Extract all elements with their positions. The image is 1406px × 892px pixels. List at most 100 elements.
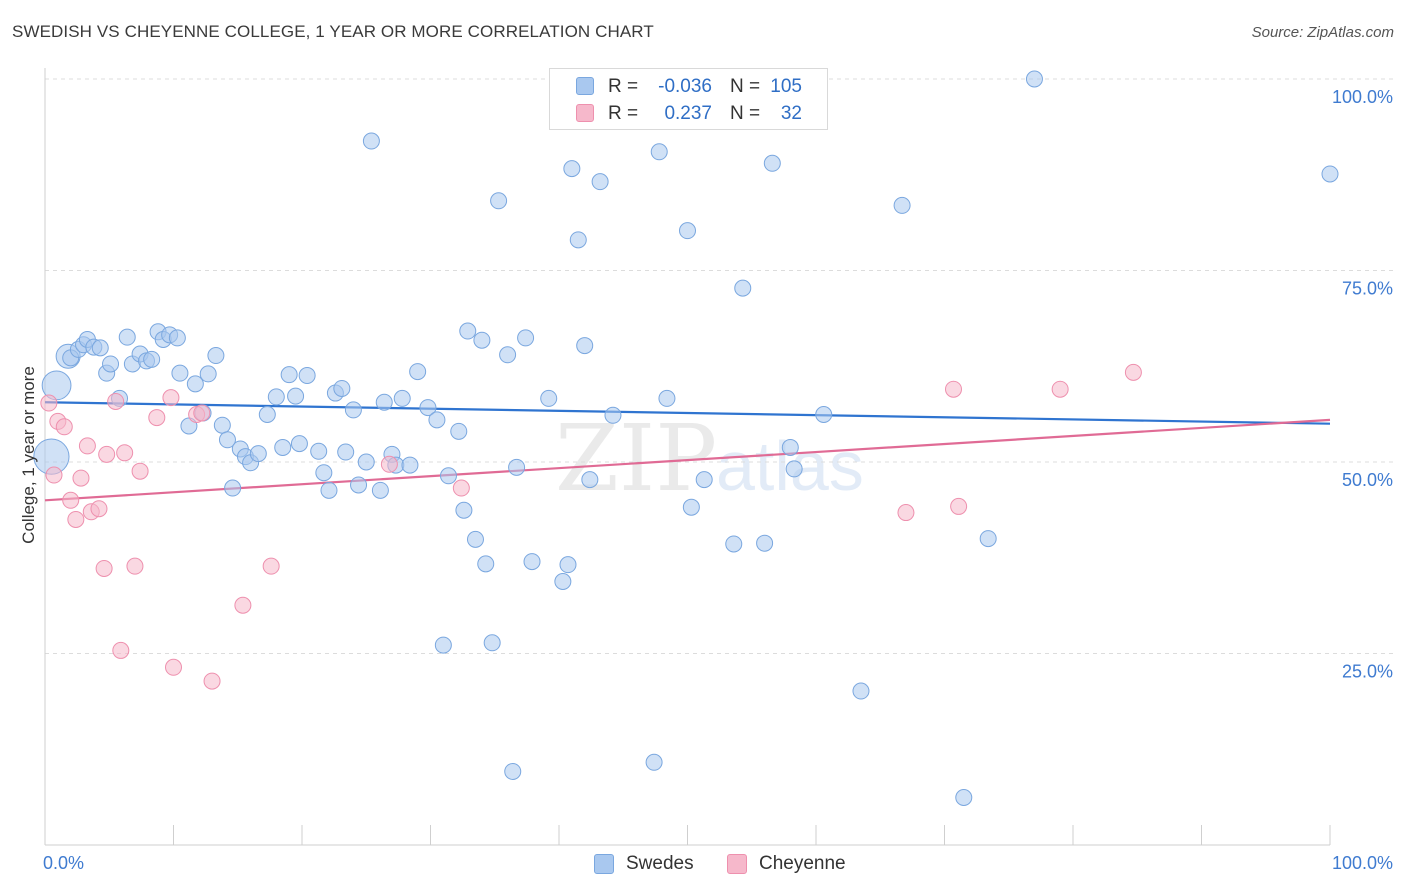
swedes-point [298,366,316,384]
legend-r-label: R = [608,103,639,124]
swedes-point [604,406,622,424]
swedes-point [852,682,870,700]
swedes-point [267,388,285,406]
legend-n-label: N = [730,76,761,97]
cheyenne-point [148,409,166,427]
x-tick-label: 0.0% [43,853,84,873]
swedes-point [224,479,242,497]
swedes-point [258,406,276,424]
legend-item-swedes[interactable]: Swedes [594,852,704,876]
swedes-point [581,471,599,489]
swedes-point [955,789,973,807]
cheyenne-point [380,455,398,473]
legend-label-swedes: Swedes [626,853,694,874]
swedes-point [523,553,541,571]
watermark: ZIP atlas [555,405,864,512]
swedes-point [508,458,526,476]
swedes-point [371,481,389,499]
legend-n-value: 105 [770,76,802,97]
swedes-point [333,379,351,397]
cheyenne-point [72,469,90,487]
source-link[interactable]: ZipAtlas.com [1307,24,1394,41]
swedes-point [357,453,375,471]
cheyenne-point [234,596,252,614]
cheyenne-point [944,380,962,398]
swedes-point [171,364,189,382]
swedes-point [393,389,411,407]
cheyenne-point [107,392,125,410]
cheyenne-point [67,510,85,528]
swedes-point [1025,70,1043,88]
cheyenne-point [62,491,80,509]
swedes-point [658,389,676,407]
legend-label-cheyenne: Cheyenne [759,853,846,874]
swedes-point [213,416,231,434]
cheyenne-point [126,557,144,575]
swedes-point [695,471,713,489]
swedes-point [763,154,781,172]
swedes-point [280,366,298,384]
source-label: Source: [1251,24,1304,41]
swedes-point [569,231,587,249]
swedes-point [725,535,743,553]
swedes-point [401,456,419,474]
legend-n-label: N = [730,103,761,124]
swedes-point [409,363,427,381]
chart-title: SWEDISH VS CHEYENNE COLLEGE, 1 YEAR OR M… [12,22,654,41]
swedes-point [362,132,380,150]
legend-n-value: 32 [780,103,802,124]
legend-r-label: R = [608,76,639,97]
swedes-point [466,530,484,548]
swedes-point [473,331,491,349]
swedes-point [249,445,267,463]
swedes-point [682,498,700,516]
swedes-point [310,442,328,460]
cheyenne-point [897,504,915,522]
cheyenne-point [55,418,73,436]
cheyenne-point [193,404,211,422]
legend-row-cheyenne: R = 0.237 N = 32 [550,99,827,127]
cheyenne-point [40,394,58,412]
y-tick-label: 25.0% [1342,662,1393,682]
swedes-point [439,467,457,485]
swedes-point [815,406,833,424]
swedes-point [168,329,186,347]
cheyenne-point [131,462,149,480]
source-credit: Source: ZipAtlas.com [1252,24,1394,41]
swedes-point [540,389,558,407]
cheyenne-point [452,479,470,497]
trend-lines [44,401,1331,502]
swedes-point [477,555,495,573]
swedes-point [207,347,225,365]
swedes-point [504,762,522,780]
swedes-point [143,350,161,368]
swedes-point [287,387,305,405]
y-tick-label: 50.0% [1342,470,1393,490]
cheyenne-point [1051,380,1069,398]
correlation-legend: R = -0.036 N = 105 R = 0.237 N = 32 [549,68,828,130]
swedes-point [102,355,120,373]
swedes-points [33,70,1339,807]
cheyenne-point [98,445,116,463]
swedes-point [118,328,136,346]
cheyenne-point [78,437,96,455]
cheyenne-point [1124,363,1142,381]
cheyenne-point [95,559,113,577]
legend-swatch-cheyenne [576,104,594,122]
swedes-point [428,411,446,429]
cheyenne-point [116,444,134,462]
swedes-point [645,753,663,771]
swedes-point [517,329,535,347]
swedes-trend-line [44,401,1331,425]
legend-swatch-swedes [576,77,594,95]
swedes-point [781,438,799,456]
swedes-point [315,464,333,482]
swedes-point [559,556,577,574]
swedes-point [455,501,473,519]
legend-item-cheyenne[interactable]: Cheyenne [727,852,857,876]
swedes-point [483,634,501,652]
watermark-zip: ZIP [555,405,717,512]
swedes-point [576,337,594,355]
swedes-point [554,572,572,590]
swedes-point [893,196,911,214]
